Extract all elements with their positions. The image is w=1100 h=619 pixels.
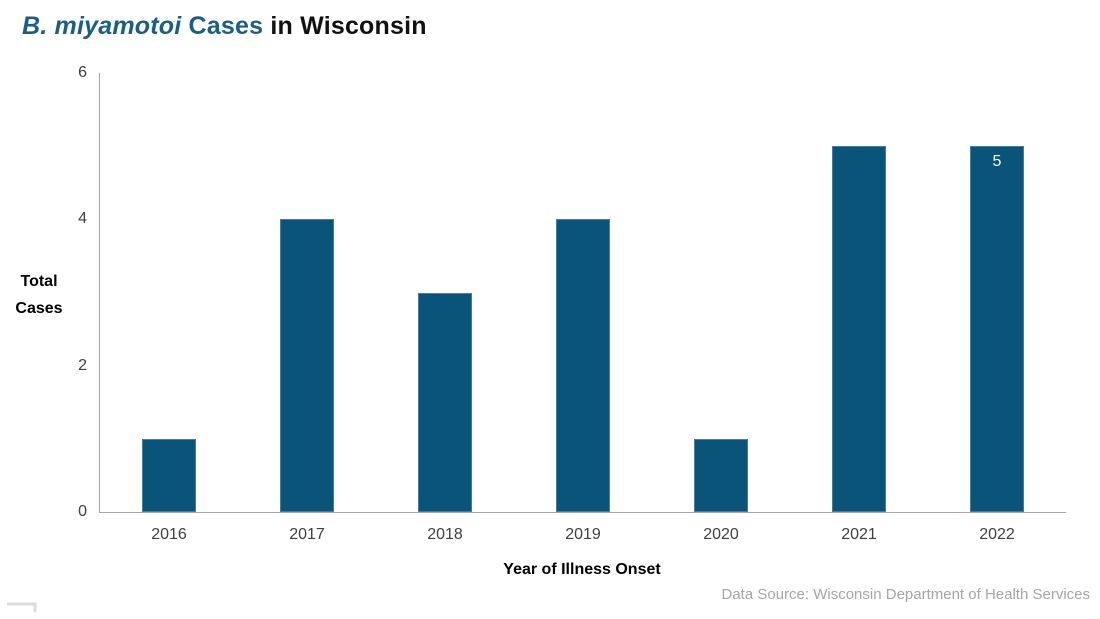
title-cases-word: Cases: [181, 12, 264, 40]
bar-2016: [142, 438, 196, 512]
bar-2020: [694, 438, 748, 512]
x-tick-2021: 2021: [841, 526, 877, 543]
x-tick-2019: 2019: [565, 526, 601, 543]
chart-title: B. miyamotoi Cases in Wisconsin: [22, 12, 427, 41]
title-region: in Wisconsin: [263, 12, 427, 40]
bar-2018: [418, 292, 472, 512]
x-tick-2020: 2020: [703, 526, 739, 543]
plot-area: 0 2 4 6 2016 2017 2018 2019 2020 2021 5 2022: [78, 64, 1066, 543]
title-species-name: B. miyamotoi: [22, 12, 182, 40]
corner-artifact: [7, 602, 37, 612]
x-axis-title: Year of Illness Onset: [503, 561, 661, 578]
y-tick-6: 6: [78, 64, 87, 81]
y-tick-2: 2: [78, 356, 87, 374]
y-tick-0: 0: [78, 503, 87, 520]
data-source-note: Data Source: Wisconsin Department of Hea…: [721, 586, 1091, 603]
x-tick-2018: 2018: [427, 526, 463, 543]
bar-2017: [280, 219, 334, 512]
bar-2021: [832, 146, 886, 512]
bar-value-label-2022: 5: [992, 153, 1002, 171]
x-tick-2022: 2022: [979, 526, 1015, 543]
x-tick-2016: 2016: [151, 526, 187, 543]
y-tick-4: 4: [78, 210, 87, 228]
y-axis-title: Total Cases: [15, 273, 63, 317]
bar-2019: [556, 219, 610, 512]
bar-2022: 5: [970, 146, 1024, 512]
x-tick-2017: 2017: [289, 526, 325, 543]
